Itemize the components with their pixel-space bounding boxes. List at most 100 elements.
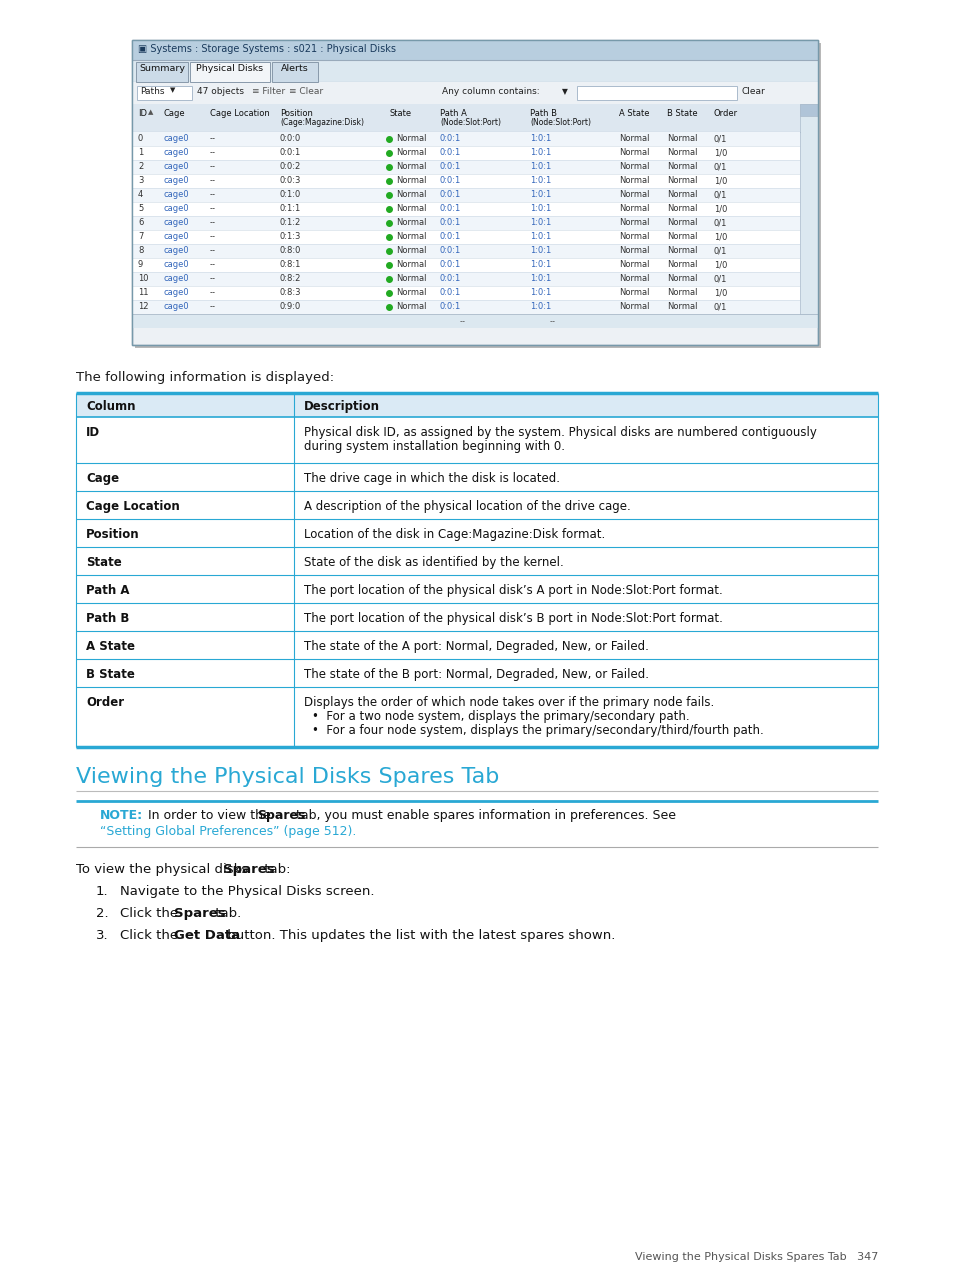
Bar [76,602,877,630]
Bar [76,519,877,547]
Text: Click the: Click the [120,929,182,942]
Text: NOTE:: NOTE: [100,810,143,822]
Text: Normal: Normal [395,175,426,186]
Text: cage0: cage0 [164,302,190,311]
Bar [132,258,800,272]
Text: Normal: Normal [618,219,649,228]
Text: Normal: Normal [618,161,649,172]
Text: 1:0:1: 1:0:1 [530,247,551,255]
Text: button. This updates the list with the latest spares shown.: button. This updates the list with the l… [223,929,615,942]
Text: 0:8:1: 0:8:1 [280,261,301,269]
Text: ▣ Systems : Storage Systems : s021 : Physical Disks: ▣ Systems : Storage Systems : s021 : Phy… [138,44,395,53]
Text: 1/0: 1/0 [713,261,726,269]
Text: cage0: cage0 [164,289,190,297]
Text: Description: Description [304,400,379,413]
Bar [132,244,800,258]
Text: 0:0:1: 0:0:1 [439,275,460,283]
Text: 1:0:1: 1:0:1 [530,205,551,214]
Text: 0:0:1: 0:0:1 [439,161,460,172]
Text: Path B: Path B [530,109,557,118]
Bar [136,62,188,83]
Bar [137,86,192,100]
Bar [132,39,817,344]
Text: Path A: Path A [86,583,130,597]
Text: 1:0:1: 1:0:1 [530,289,551,297]
Text: cage0: cage0 [164,133,190,144]
Text: Normal: Normal [666,147,697,158]
Text: ▼: ▼ [561,86,567,97]
Text: 0:9:0: 0:9:0 [280,302,301,311]
Text: (Cage:Magazine:Disk): (Cage:Magazine:Disk) [280,118,364,127]
Text: B State: B State [86,669,134,681]
Text: Physical disk ID, as assigned by the system. Physical disks are numbered contigu: Physical disk ID, as assigned by the sys… [304,426,816,438]
Text: 1:0:1: 1:0:1 [530,175,551,186]
Text: (Node:Slot:Port): (Node:Slot:Port) [530,118,590,127]
Bar [577,86,737,100]
Bar [132,230,800,244]
Text: Normal: Normal [666,219,697,228]
Text: cage0: cage0 [164,275,190,283]
Text: 1:0:1: 1:0:1 [530,161,551,172]
Bar [132,132,800,146]
Text: “Setting Global Preferences” (page 512).: “Setting Global Preferences” (page 512). [100,825,356,838]
Text: cage0: cage0 [164,261,190,269]
Text: Normal: Normal [618,189,649,200]
Text: The state of the A port: Normal, Degraded, New, or Failed.: The state of the A port: Normal, Degrade… [304,641,648,653]
Text: 47 objects: 47 objects [196,86,244,97]
Text: Normal: Normal [666,161,697,172]
Text: --: -- [210,205,215,214]
Text: 7: 7 [138,233,143,241]
Text: 1:0:1: 1:0:1 [530,189,551,200]
Text: cage0: cage0 [164,147,190,158]
Text: Alerts: Alerts [281,64,309,72]
Bar [132,216,800,230]
Text: A description of the physical location of the drive cage.: A description of the physical location o… [304,500,630,513]
Bar [132,60,817,83]
Text: 1/0: 1/0 [713,233,726,241]
Bar [76,463,877,491]
Text: ≡ Filter: ≡ Filter [252,86,285,97]
Bar [76,688,877,747]
Text: 0/1: 0/1 [713,133,726,144]
Text: 0:1:1: 0:1:1 [280,205,301,214]
Text: 0:0:3: 0:0:3 [280,175,301,186]
Text: Cage Location: Cage Location [86,500,179,513]
Text: Normal: Normal [666,175,697,186]
Text: Order: Order [713,109,738,118]
Text: 0/1: 0/1 [713,247,726,255]
Text: Normal: Normal [618,175,649,186]
Text: Normal: Normal [666,205,697,214]
Text: A State: A State [618,109,649,118]
Text: --: -- [210,219,215,228]
Text: 0:0:1: 0:0:1 [439,175,460,186]
Text: 5: 5 [138,205,143,214]
Bar [190,62,270,83]
Bar [132,314,817,328]
Text: ID: ID [86,426,100,438]
Text: 0:0:0: 0:0:0 [280,133,301,144]
Text: 12: 12 [138,302,149,311]
Bar [132,300,800,314]
Text: Normal: Normal [618,261,649,269]
Text: cage0: cage0 [164,233,190,241]
Text: Position: Position [280,109,313,118]
Text: 0:0:1: 0:0:1 [439,289,460,297]
Text: 1/0: 1/0 [713,175,726,186]
Text: cage0: cage0 [164,161,190,172]
Text: --: -- [210,189,215,200]
Text: 0:0:1: 0:0:1 [439,261,460,269]
Text: Paths: Paths [140,86,164,97]
Text: •  For a two node system, displays the primary/secondary path.: • For a two node system, displays the pr… [312,710,689,723]
Text: during system installation beginning with 0.: during system installation beginning wit… [304,440,564,452]
Text: Normal: Normal [666,302,697,311]
Text: Normal: Normal [666,247,697,255]
Bar [800,104,817,116]
Text: cage0: cage0 [164,175,190,186]
Text: Location of the disk in Cage:Magazine:Disk format.: Location of the disk in Cage:Magazine:Di… [304,527,604,541]
Text: cage0: cage0 [164,247,190,255]
Text: 1/0: 1/0 [713,289,726,297]
Text: 0:0:2: 0:0:2 [280,161,301,172]
Text: 0:0:1: 0:0:1 [439,147,460,158]
Bar [132,286,800,300]
Text: Normal: Normal [395,275,426,283]
